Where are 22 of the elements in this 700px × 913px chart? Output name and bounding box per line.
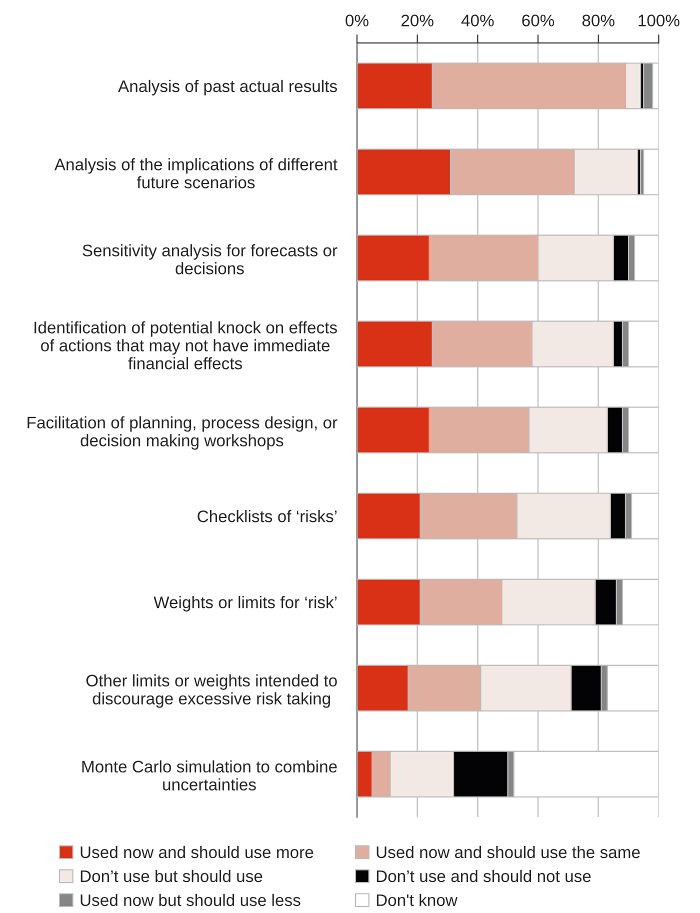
legend-label: Used now and should use the same — [376, 846, 640, 858]
legend-label: Don’t use and should not use — [376, 870, 591, 882]
legend-label: Don’t use but should use — [80, 870, 262, 882]
y-tick-label: Analysis of the implications of different future scenarios — [54, 158, 338, 188]
y-tick-label: Monte Carlo simulation to combine uncertainties — [82, 760, 337, 791]
y-tick-label: Analysis of past actual results — [118, 80, 337, 96]
legend-label: Used now but should use less — [80, 894, 300, 906]
y-tick-label: Checklists of ‘risks’ — [198, 510, 337, 522]
y-tick-label: Weights or limits for ‘risk’ — [154, 596, 337, 612]
legend-label: Don't know — [376, 894, 458, 906]
x-tick-label: 60% — [522, 14, 554, 26]
bar — [643, 148, 659, 196]
x-tick-label: 100% — [638, 14, 680, 26]
x-tick-label: 20% — [402, 14, 434, 26]
y-tick-label: Other limits or weights intended to discourage excessive risk taking — [86, 674, 337, 708]
x-tick-label: 0% — [346, 14, 368, 26]
legend-label: Used now and should use more — [80, 846, 314, 858]
y-tick-label: Identification of potential knock on effects of actions that may not have immediate financial effects — [34, 321, 337, 370]
x-tick-label: 40% — [461, 14, 494, 26]
y-tick-label: Facilitation of planning, process design, or decision making workshops — [28, 416, 338, 450]
y-tick-label: Sensitivity analysis for forecasts or decisions — [82, 244, 338, 274]
x-tick-label: 80% — [582, 14, 614, 26]
